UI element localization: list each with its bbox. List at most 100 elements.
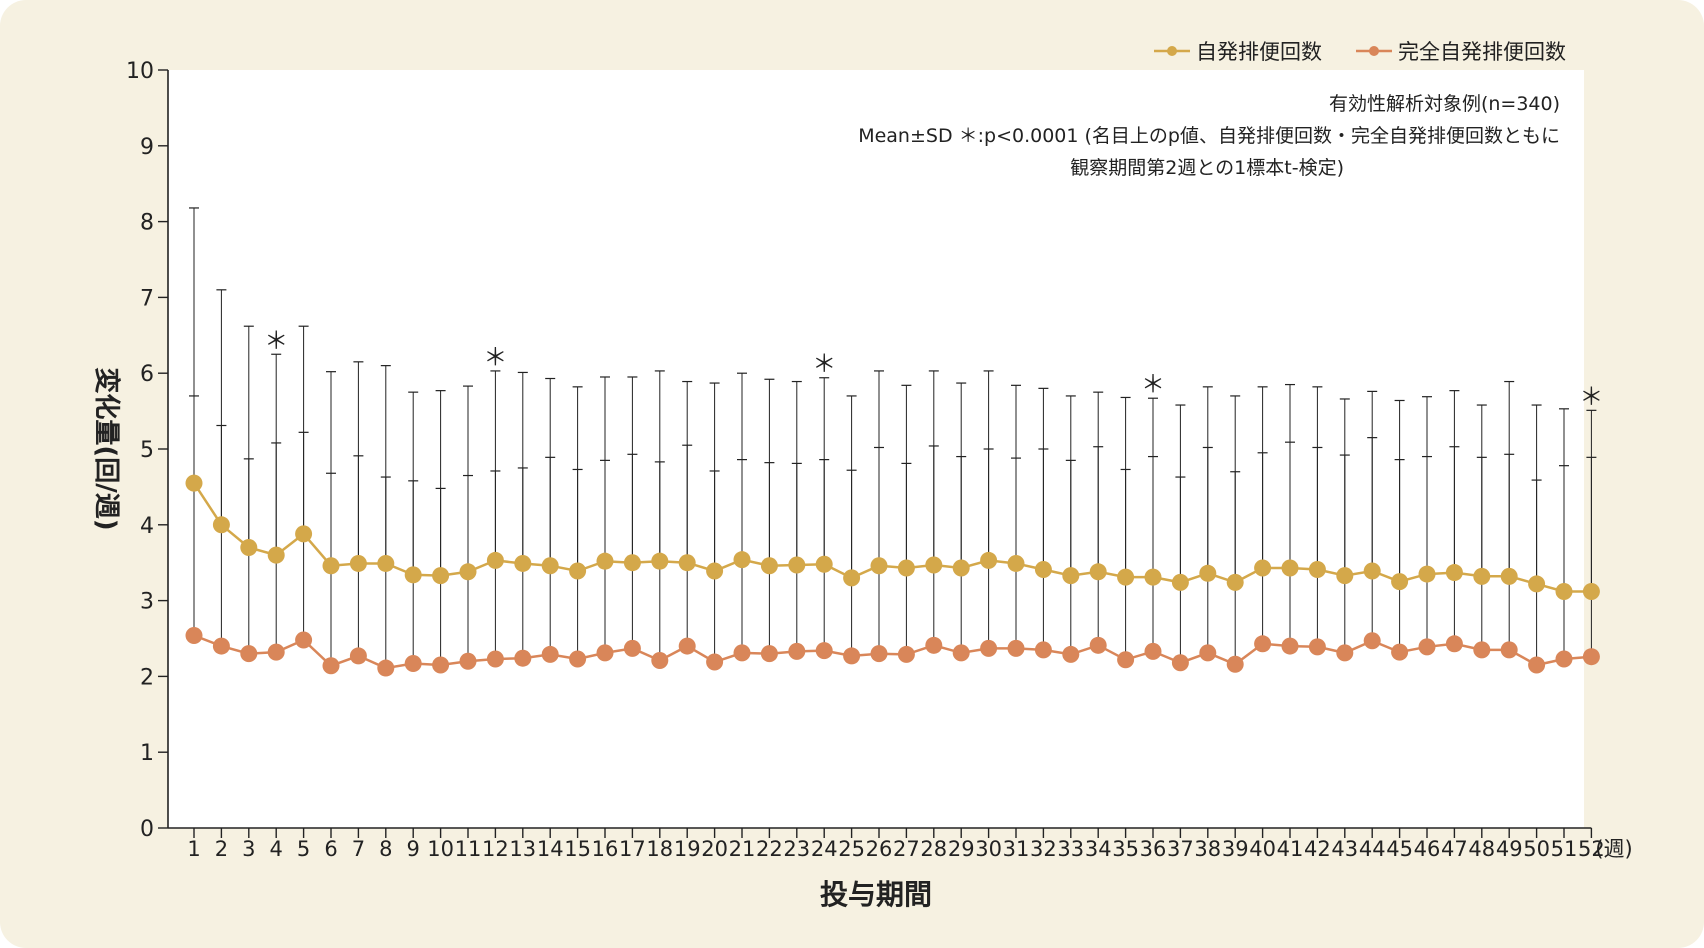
x-tick-label: 15 — [564, 837, 591, 861]
legend-label-series-1: 自発排便回数 — [1196, 40, 1322, 64]
data-point-series-2 — [733, 644, 751, 662]
data-point-series-2 — [569, 650, 587, 668]
significance-markers: ＊ ＊ ＊ ＊ ＊ — [264, 326, 1603, 410]
annotation-line-1: 有効性解析対象例(n=340) — [1329, 93, 1560, 115]
annotation: 有効性解析対象例(n=340) Mean±SD ＊:p<0.0001 (名目上の… — [858, 93, 1560, 179]
x-tick-label: 1 — [187, 837, 200, 861]
y-tick-label: 9 — [140, 135, 154, 160]
x-tick-label: 44 — [1359, 837, 1386, 861]
data-point-series-2 — [1199, 644, 1217, 662]
data-point-series-2 — [788, 642, 806, 660]
data-point-series-2 — [760, 645, 778, 663]
data-point-series-1 — [1500, 567, 1518, 585]
data-point-series-2 — [980, 639, 998, 657]
data-point-series-2 — [212, 637, 230, 655]
data-point-series-1 — [1171, 573, 1189, 591]
data-point-series-2 — [706, 653, 724, 671]
data-point-series-2 — [404, 655, 422, 673]
legend-marker-series-2 — [1369, 46, 1379, 56]
x-tick-label: 2 — [215, 837, 228, 861]
data-point-series-2 — [1418, 638, 1436, 656]
data-point-series-1 — [952, 559, 970, 577]
x-tick-label: 23 — [783, 837, 810, 861]
y-tick-label: 4 — [140, 514, 154, 539]
data-point-series-2 — [623, 639, 641, 657]
x-tick-label: 28 — [920, 837, 947, 861]
annotation-line-2: Mean±SD ＊:p<0.0001 (名目上のp値、自発排便回数・完全自発排便… — [858, 125, 1560, 147]
y-tick-label: 1 — [140, 741, 154, 766]
data-point-series-1 — [733, 551, 751, 569]
x-tick-label: 35 — [1112, 837, 1139, 861]
data-point-series-2 — [1144, 642, 1162, 660]
series-line-2 — [193, 634, 1592, 670]
data-point-series-1 — [1528, 575, 1546, 593]
data-point-series-2 — [1117, 651, 1135, 669]
significance-star: ＊ — [264, 326, 288, 354]
data-point-series-2 — [349, 647, 367, 665]
data-point-series-1 — [651, 552, 669, 570]
data-point-series-1 — [267, 546, 285, 564]
data-point-series-2 — [925, 636, 943, 654]
data-point-series-1 — [1308, 561, 1326, 579]
x-tick-label: 29 — [948, 837, 975, 861]
x-axis-unit: (週) — [1595, 837, 1632, 861]
data-point-series-2 — [459, 652, 477, 670]
data-point-series-2 — [651, 651, 669, 669]
data-point-series-2 — [1363, 632, 1381, 650]
data-point-series-2 — [1500, 641, 1518, 659]
data-point-series-2 — [1034, 641, 1052, 659]
data-point-series-1 — [980, 551, 998, 569]
data-point-series-2 — [1254, 635, 1272, 653]
x-tick-label: 11 — [455, 837, 482, 861]
data-point-series-1 — [459, 563, 477, 581]
legend-marker-series-1 — [1167, 46, 1177, 56]
x-tick-label: 18 — [646, 837, 673, 861]
series-lines — [192, 482, 1592, 670]
x-tick-label: 9 — [407, 837, 420, 861]
data-points — [185, 474, 1600, 677]
data-point-series-2 — [843, 647, 861, 665]
x-tick-label: 20 — [701, 837, 728, 861]
data-point-series-2 — [541, 645, 559, 663]
x-tick-label: 30 — [975, 837, 1002, 861]
data-point-series-2 — [267, 643, 285, 661]
x-tick-label: 6 — [324, 837, 337, 861]
data-point-series-2 — [1528, 656, 1546, 674]
y-tick-label: 2 — [140, 665, 154, 690]
data-point-series-1 — [295, 525, 313, 543]
data-point-series-2 — [322, 657, 340, 675]
data-point-series-2 — [1281, 637, 1299, 655]
data-point-series-2 — [185, 626, 203, 644]
data-point-series-1 — [815, 555, 833, 573]
x-tick-label: 21 — [729, 837, 756, 861]
data-point-series-2 — [1007, 639, 1025, 657]
significance-star: ＊ — [1141, 370, 1165, 398]
data-point-series-1 — [1391, 573, 1409, 591]
data-point-series-1 — [185, 474, 203, 492]
data-point-series-1 — [925, 556, 943, 574]
significance-star: ＊ — [812, 350, 836, 378]
data-point-series-2 — [1391, 643, 1409, 661]
x-tick-label: 34 — [1085, 837, 1112, 861]
x-tick-label: 27 — [893, 837, 920, 861]
x-tick-label: 7 — [352, 837, 365, 861]
data-point-series-1 — [1281, 559, 1299, 577]
data-point-series-1 — [1226, 573, 1244, 591]
data-point-series-1 — [1582, 583, 1600, 601]
x-tick-label: 37 — [1167, 837, 1194, 861]
data-point-series-2 — [596, 644, 614, 662]
x-tick-label: 19 — [674, 837, 701, 861]
x-tick-label: 26 — [866, 837, 893, 861]
data-point-series-2 — [514, 649, 532, 667]
data-point-series-2 — [1445, 635, 1463, 653]
x-tick-label: 46 — [1414, 837, 1441, 861]
x-tick-label: 47 — [1441, 837, 1468, 861]
data-point-series-1 — [1336, 567, 1354, 585]
data-point-series-1 — [1418, 565, 1436, 583]
data-point-series-2 — [1473, 641, 1491, 659]
x-tick-label: 3 — [242, 837, 255, 861]
x-tick-label: 10 — [427, 837, 454, 861]
y-tick-label: 0 — [140, 817, 154, 842]
x-tick-label: 5 — [297, 837, 310, 861]
